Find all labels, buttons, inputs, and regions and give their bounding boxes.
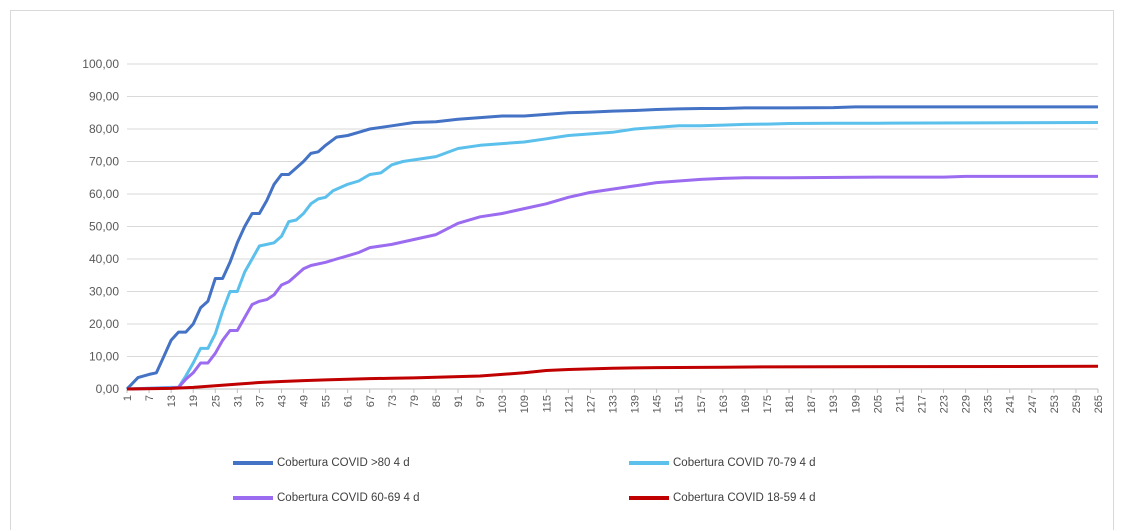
- x-tick-label: 163: [718, 395, 730, 413]
- x-tick-label: 121: [563, 395, 575, 413]
- x-tick-label: 19: [188, 395, 200, 407]
- x-tick-label: 175: [762, 395, 774, 413]
- x-tick-label: 115: [541, 395, 553, 413]
- legend-item-over-80: Cobertura COVID >80 4 d: [233, 457, 410, 469]
- x-tick-label: 265: [1093, 395, 1105, 413]
- x-tick-label: 13: [166, 395, 178, 407]
- x-tick-label: 205: [872, 395, 884, 413]
- y-tick-label: 70,00: [89, 155, 119, 169]
- x-tick-label: 217: [916, 395, 928, 413]
- x-tick-label: 229: [961, 395, 973, 413]
- legend-item-18-59: Cobertura COVID 18-59 4 d: [629, 492, 816, 504]
- x-tick-label: 79: [409, 395, 421, 407]
- x-tick-label: 43: [276, 395, 288, 407]
- x-tick-label: 187: [806, 395, 818, 413]
- x-tick-label: 67: [365, 395, 377, 407]
- x-tick-label: 169: [740, 395, 752, 413]
- series-line-2: [126, 174, 1098, 391]
- legend-swatch: [629, 496, 669, 500]
- x-tick-label: 145: [652, 395, 664, 413]
- x-tick-label: 181: [784, 395, 796, 413]
- y-tick-label: 10,00: [89, 350, 119, 364]
- x-tick-label: 37: [254, 395, 266, 407]
- series-line-1: [126, 121, 1099, 391]
- x-tick-label: 91: [453, 395, 465, 407]
- y-tick-label: 0,00: [96, 382, 120, 396]
- x-tick-label: 253: [1049, 395, 1061, 413]
- x-tick-label: 151: [674, 395, 686, 413]
- x-tick-label: 193: [828, 395, 840, 413]
- x-tick-label: 247: [1027, 395, 1039, 413]
- y-tick-label: 20,00: [89, 317, 119, 331]
- x-tick-label: 199: [850, 395, 862, 413]
- y-tick-label: 90,00: [89, 90, 119, 104]
- x-tick-label: 73: [387, 395, 399, 407]
- x-tick-label: 31: [232, 395, 244, 407]
- x-tick-label: 211: [894, 395, 906, 413]
- x-tick-label: 1: [122, 395, 134, 401]
- legend-label: Cobertura COVID 70-79 4 d: [673, 457, 816, 469]
- x-tick-label: 235: [983, 395, 995, 413]
- x-tick-label: 25: [210, 395, 222, 407]
- y-tick-label: 80,00: [89, 122, 119, 136]
- legend-swatch: [233, 496, 273, 500]
- x-tick-label: 127: [585, 395, 597, 413]
- x-tick-label: 139: [630, 395, 642, 413]
- legend-label: Cobertura COVID 18-59 4 d: [673, 492, 816, 504]
- x-tick-label: 55: [321, 395, 333, 407]
- legend-item-70-79: Cobertura COVID 70-79 4 d: [629, 457, 816, 469]
- x-tick-label: 49: [299, 395, 311, 407]
- x-tick-label: 259: [1071, 395, 1083, 413]
- y-tick-label: 30,00: [89, 285, 119, 299]
- series-line-0: [125, 105, 1098, 391]
- x-tick-label: 109: [519, 395, 531, 413]
- series-line-3: [126, 364, 1099, 391]
- legend-label: Cobertura COVID 60-69 4 d: [277, 492, 420, 504]
- chart-frame: 0,00 10,00 20,00 30,00 40,00 50,00 60,00 70,00 8…: [10, 10, 1114, 530]
- x-tick-label: 85: [431, 395, 443, 407]
- x-tick-label: 97: [475, 395, 487, 407]
- x-tick-label: 157: [696, 395, 708, 413]
- x-tick-label: 223: [939, 395, 951, 413]
- x-tick-label: 241: [1005, 395, 1017, 413]
- x-tick-label: 133: [608, 395, 620, 413]
- x-tick-label: 103: [497, 395, 509, 413]
- y-tick-label: 60,00: [89, 187, 119, 201]
- legend-item-60-69: Cobertura COVID 60-69 4 d: [233, 492, 420, 504]
- y-tick-label: 50,00: [89, 220, 119, 234]
- line-chart: 0,00 10,00 20,00 30,00 40,00 50,00 60,00 70,00 8…: [82, 57, 1105, 413]
- x-tick-label: 61: [343, 395, 355, 407]
- legend-swatch: [629, 461, 669, 465]
- legend-swatch: [233, 461, 273, 465]
- y-tick-label: 100,00: [82, 57, 119, 71]
- legend-label: Cobertura COVID >80 4 d: [277, 457, 410, 469]
- x-tick-label: 7: [144, 395, 156, 401]
- y-tick-label: 40,00: [89, 252, 119, 266]
